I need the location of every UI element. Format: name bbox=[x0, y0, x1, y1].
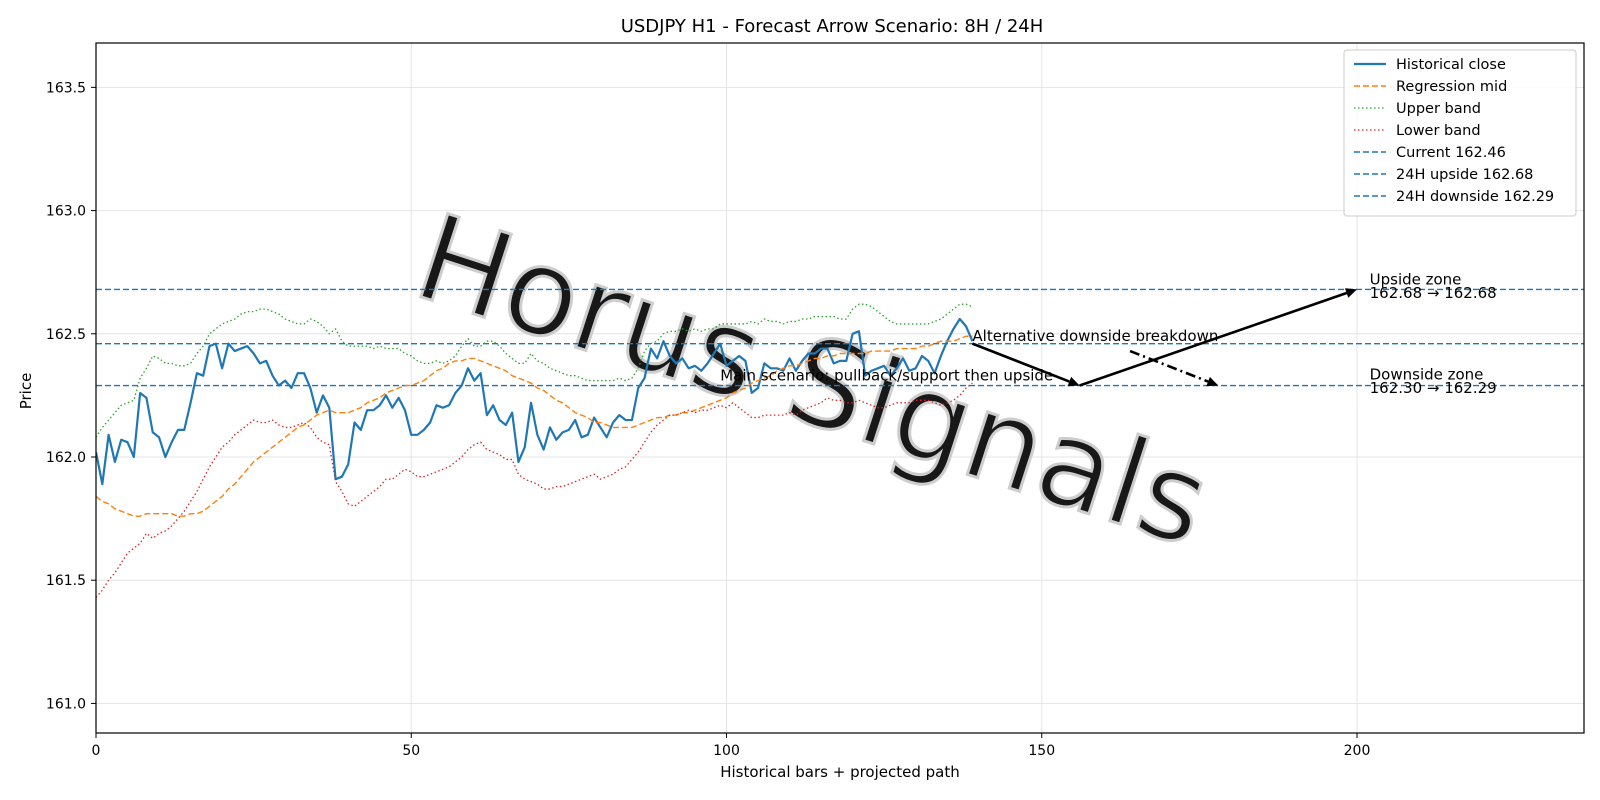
legend-label: Regression mid bbox=[1396, 79, 1507, 95]
legend-label: Historical close bbox=[1396, 57, 1506, 73]
arrow-shaft-main-leg-1 bbox=[971, 342, 1070, 383]
annotation-text: Alternative downside breakdown bbox=[972, 327, 1218, 345]
x-tick-label: 50 bbox=[402, 743, 420, 759]
y-tick-label: 162.0 bbox=[46, 450, 86, 466]
annotation-text: Main scenario: pullback/support then ups… bbox=[720, 367, 1053, 385]
scenario-arrows bbox=[971, 288, 1358, 387]
legend-label: Current 162.46 bbox=[1396, 145, 1506, 161]
x-axis: 0 50 100 150 200 bbox=[92, 733, 1371, 759]
series-lines bbox=[96, 303, 974, 598]
arrow-shaft-main-leg-2 bbox=[1079, 291, 1348, 387]
legend-label: Upper band bbox=[1396, 101, 1481, 117]
level-lines bbox=[96, 288, 1584, 387]
x-tick-label: 150 bbox=[1028, 743, 1055, 759]
annotation-text: 162.68 → 162.68 bbox=[1370, 284, 1497, 302]
legend-label: 24H downside 162.29 bbox=[1396, 189, 1554, 205]
annotation-text: Upside zone bbox=[1370, 271, 1462, 289]
y-tick-label: 162.5 bbox=[46, 327, 86, 343]
arrow-head-alternative bbox=[1206, 376, 1219, 387]
x-tick-label: 100 bbox=[713, 743, 740, 759]
legend-label: 24H upside 162.68 bbox=[1396, 167, 1533, 183]
y-axis-label: Price bbox=[17, 373, 35, 410]
y-tick-label: 163.0 bbox=[46, 204, 86, 220]
legend-label: Lower band bbox=[1396, 123, 1481, 139]
y-tick-label: 161.5 bbox=[46, 573, 86, 589]
chart-title: USDJPY H1 - Forecast Arrow Scenario: 8H … bbox=[621, 16, 1044, 37]
y-tick-label: 163.5 bbox=[46, 80, 86, 96]
annotation-text: 162.30 → 162.29 bbox=[1370, 379, 1497, 397]
arrow-head-main-leg-2 bbox=[1344, 288, 1358, 298]
annotations: Alternative downside breakdown Main scena… bbox=[720, 271, 1497, 397]
series-line-historical-close bbox=[96, 317, 974, 486]
legend-box bbox=[1343, 49, 1577, 217]
plot-frame bbox=[95, 42, 1585, 734]
series-line-upper-band bbox=[96, 303, 973, 438]
x-tick-label: 0 bbox=[92, 743, 101, 759]
grid-lines bbox=[95, 43, 1584, 733]
annotation-text: Downside zone bbox=[1370, 365, 1484, 383]
x-axis-label: Historical bars + projected path bbox=[720, 763, 960, 781]
x-tick-label: 200 bbox=[1344, 743, 1371, 759]
arrow-shaft-alternative bbox=[1129, 349, 1209, 383]
y-axis: 161.0 161.5 162.0 162.5 163.0 163.5 bbox=[46, 80, 96, 712]
legend: Historical close Regression mid Upper band… bbox=[1343, 49, 1577, 217]
y-tick-label: 161.0 bbox=[46, 696, 86, 712]
arrow-head-main-leg-1 bbox=[1067, 376, 1080, 387]
series-line-regression-mid bbox=[96, 335, 973, 517]
